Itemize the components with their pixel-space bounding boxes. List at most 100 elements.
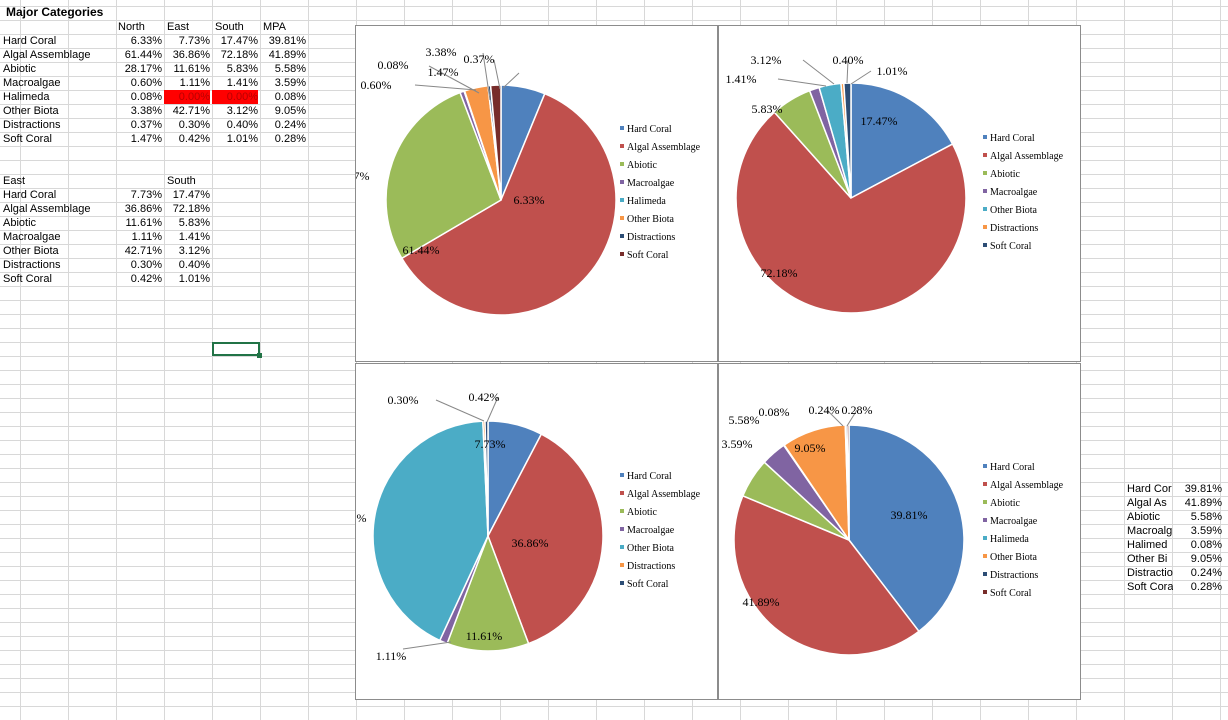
table-cell: 1.41% [178, 231, 210, 243]
legend-swatch [983, 243, 987, 247]
legend-entry: Macroalgae [990, 516, 1038, 527]
column-header: East [167, 21, 190, 33]
row-label: Algal Assemblage [3, 49, 91, 61]
data-label: 9.05% [795, 441, 826, 455]
data-label: 61.44% [403, 243, 440, 257]
legend-entry: Distractions [627, 232, 675, 243]
legend-swatch [620, 162, 624, 166]
table-cell: 36.86% [172, 49, 210, 61]
table-cell: 0.24% [1190, 567, 1222, 579]
north-pie-chart[interactable]: 6.33% 61.44% 28.17% 0.60% 0.08% 3.38% 0.37% 1.4… [355, 25, 718, 362]
legend-swatch [620, 491, 624, 495]
legend-swatch [620, 216, 624, 220]
pie-slice[interactable] [735, 111, 967, 314]
legend-entry: Other Biota [627, 214, 674, 225]
leader-line [850, 70, 872, 85]
table-cell: 1.11% [131, 231, 162, 243]
pie-slice[interactable] [850, 82, 954, 200]
table-cell: 0.00% [164, 90, 210, 104]
legend-swatch [983, 171, 987, 175]
column-header: South [215, 21, 244, 33]
leader-line [414, 84, 477, 91]
table-cell: 9.05% [1190, 553, 1222, 565]
legend-swatch [983, 225, 987, 229]
data-label: 3.59% [722, 437, 753, 451]
selected-cell[interactable] [212, 342, 262, 358]
data-label: 28.17% [356, 169, 370, 183]
legend-entry: Soft Coral [990, 241, 1032, 252]
leader-line [802, 59, 835, 85]
legend-swatch [983, 189, 987, 193]
mpa-pie-chart[interactable]: 39.81% 41.89% 5.58% 3.59% 0.08% 9.05% 0.24% 0.2… [718, 363, 1081, 700]
table-cell: 61.44% [124, 49, 162, 61]
legend-entry: Other Biota [627, 543, 674, 554]
data-label: 0.40% [833, 53, 864, 67]
legend-entry: Halimeda [990, 534, 1029, 545]
table-cell: 5.83% [178, 217, 210, 229]
legend-swatch [620, 198, 624, 202]
table-cell: 0.08% [130, 91, 162, 103]
legend-swatch [983, 153, 987, 157]
column-header: East [3, 175, 26, 187]
legend-entry: Macroalgae [990, 187, 1038, 198]
leader-line [486, 396, 499, 423]
pie-slice[interactable] [489, 84, 502, 201]
legend-swatch [620, 545, 624, 549]
data-label: 36.86% [512, 536, 549, 550]
row-label: Hard Coral [3, 35, 57, 47]
pie-slice[interactable] [372, 420, 489, 642]
legend-swatch [983, 518, 987, 522]
table-cell: 39.81% [1184, 483, 1222, 495]
pie-slice[interactable] [733, 494, 920, 656]
row-label: Algal Assemblage [3, 203, 91, 215]
south-pie-chart[interactable]: 17.47% 72.18% 5.83% 1.41% 3.12% 0.40% 1.01% Har… [718, 25, 1081, 362]
table-cell: 41.89% [268, 49, 306, 61]
pie-slice[interactable] [385, 91, 502, 260]
table-cell: 6.33% [130, 35, 162, 47]
legend-entry: Hard Coral [627, 124, 672, 135]
leader-line [502, 72, 520, 89]
leader-line [428, 65, 480, 94]
legend-swatch [620, 473, 624, 477]
legend-entry: Soft Coral [627, 250, 669, 261]
table-cell: 42.71% [124, 245, 162, 257]
data-label: 0.30% [388, 393, 419, 407]
pie-slice[interactable] [843, 82, 852, 199]
column-header: South [167, 175, 196, 187]
table-cell: 0.28% [274, 133, 306, 145]
data-label: 1.11% [376, 649, 407, 663]
table-cell: 36.86% [124, 203, 162, 215]
legend-entry: Algal Assemblage [627, 142, 701, 153]
table-cell: 72.18% [172, 203, 210, 215]
table-cell: 17.47% [172, 189, 210, 201]
table-cell: 72.18% [220, 49, 258, 61]
data-label: 1.41% [726, 72, 757, 86]
legend-entry: Macroalgae [627, 178, 675, 189]
legend-swatch [620, 126, 624, 130]
table-cell: 0.30% [178, 119, 210, 131]
legend-entry: Hard Coral [627, 471, 672, 482]
pie-slice[interactable] [484, 420, 489, 537]
table-cell: 1.01% [226, 133, 258, 145]
leader-line [826, 409, 844, 427]
east-pie-chart[interactable]: 7.73% 36.86% 11.61% 1.11% 42.71% 0.30% 0.42% Ha… [355, 363, 718, 700]
data-label: 0.42% [469, 390, 500, 404]
data-label: 17.47% [861, 114, 898, 128]
legend-swatch [983, 482, 987, 486]
table-cell: 41.89% [1184, 497, 1222, 509]
legend-entry: Algal Assemblage [627, 489, 701, 500]
row-label: Distractions [3, 259, 61, 271]
leader-line [435, 399, 485, 422]
data-label: 42.71% [356, 511, 367, 525]
legend-swatch [620, 180, 624, 184]
table-cell: 3.59% [274, 77, 306, 89]
table-cell: 0.24% [274, 119, 306, 131]
pie-slice[interactable] [446, 533, 530, 652]
table-cell: 11.61% [125, 217, 163, 229]
pie-slice[interactable] [487, 433, 604, 645]
pie-slice[interactable] [400, 92, 617, 316]
table-cell: 0.42% [130, 273, 162, 285]
pie-slice[interactable] [848, 424, 965, 633]
data-label: 6.33% [514, 193, 545, 207]
legend-entry: Distractions [990, 223, 1038, 234]
